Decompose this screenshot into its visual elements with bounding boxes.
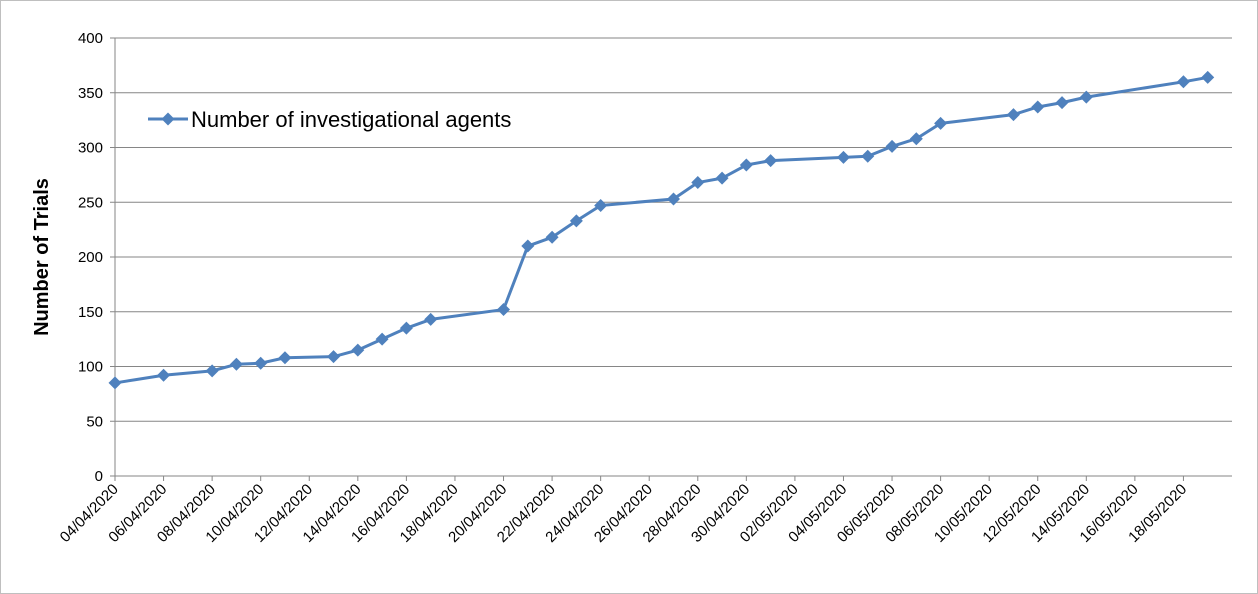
legend-label: Number of investigational agents: [191, 107, 511, 132]
data-point: [909, 132, 923, 146]
data-point: [375, 332, 389, 346]
data-point: [667, 192, 680, 206]
data-point: [497, 303, 511, 317]
data-point: [205, 364, 219, 378]
data-point: [569, 214, 583, 228]
data-point: [836, 150, 850, 164]
data-point: [399, 321, 413, 335]
y-tick-label: 0: [95, 468, 103, 485]
data-line: [114, 75, 1208, 385]
data-point: [739, 158, 753, 172]
y-tick-label: 100: [78, 359, 103, 376]
data-point: [351, 343, 365, 357]
y-tick-label: 250: [78, 194, 103, 211]
data-point: [594, 199, 608, 213]
y-tick-label: 400: [78, 30, 103, 47]
data-point: [691, 176, 705, 190]
data-point: [861, 149, 875, 163]
y-tick-label: 200: [78, 249, 103, 266]
data-point: [1031, 100, 1045, 114]
y-tick-label: 350: [78, 85, 103, 102]
data-point: [157, 368, 171, 382]
data-point: [278, 351, 292, 365]
data-point: [1176, 75, 1190, 89]
legend-marker: [161, 112, 175, 126]
data-point: [764, 154, 778, 168]
data-point: [934, 116, 948, 130]
data-point: [424, 312, 438, 326]
data-point: [108, 376, 122, 390]
data-point: [521, 239, 535, 253]
y-axis-title: Number of Trials: [31, 178, 53, 336]
data-point: [1079, 90, 1093, 104]
y-tick-label: 300: [78, 140, 103, 157]
data-point: [229, 357, 243, 371]
data-point: [545, 230, 559, 244]
data-point: [1201, 70, 1215, 84]
data-point: [885, 139, 899, 153]
data-point: [715, 171, 729, 185]
data-point: [1006, 108, 1020, 122]
data-point: [1055, 96, 1069, 110]
y-tick-label: 50: [86, 413, 103, 430]
data-point: [327, 350, 341, 364]
data-point: [254, 356, 268, 370]
y-tick-label: 150: [78, 304, 103, 321]
